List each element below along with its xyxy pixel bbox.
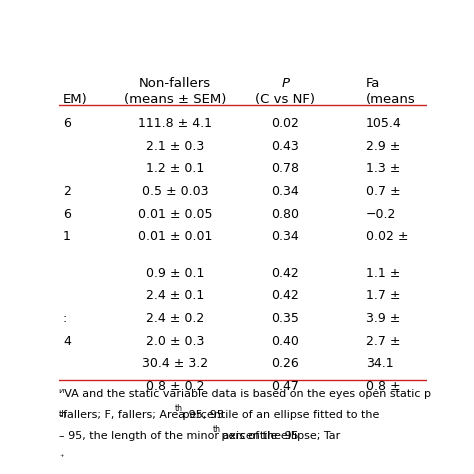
Text: 30.4 ± 3.2: 30.4 ± 3.2 — [142, 357, 208, 370]
Text: 1.3 ±: 1.3 ± — [366, 163, 401, 175]
Text: ⁺: ⁺ — [59, 453, 64, 462]
Text: -fallers; F, fallers; Area 95, 95: -fallers; F, fallers; Area 95, 95 — [59, 410, 224, 420]
Text: P: P — [281, 77, 289, 90]
Text: 0.78: 0.78 — [271, 163, 299, 175]
Text: 1.2 ± 0.1: 1.2 ± 0.1 — [146, 163, 204, 175]
Text: 0.80: 0.80 — [271, 208, 299, 220]
Text: 0.26: 0.26 — [271, 357, 299, 370]
Text: 0.5 ± 0.03: 0.5 ± 0.03 — [142, 185, 208, 198]
Text: 105.4: 105.4 — [366, 117, 402, 130]
Text: 0.01 ± 0.05: 0.01 ± 0.05 — [138, 208, 212, 220]
Text: th: th — [174, 404, 182, 412]
Text: 1.7 ±: 1.7 ± — [366, 289, 401, 302]
Text: – 95, the length of the minor axis of the 95: – 95, the length of the minor axis of th… — [59, 431, 299, 441]
Text: 2.4 ± 0.2: 2.4 ± 0.2 — [146, 312, 204, 325]
Text: 2: 2 — [63, 185, 71, 198]
Text: 3.9 ±: 3.9 ± — [366, 312, 401, 325]
Text: EM): EM) — [63, 93, 88, 106]
Text: 0.40: 0.40 — [271, 335, 299, 347]
Text: 0.8 ±: 0.8 ± — [366, 380, 401, 393]
Text: 1.1 ±: 1.1 ± — [366, 267, 401, 280]
Text: 111.8 ± 4.1: 111.8 ± 4.1 — [138, 117, 212, 130]
Text: 0.42: 0.42 — [271, 289, 299, 302]
Text: :: : — [63, 312, 67, 325]
Text: ᴻVA and the static variable data is based on the eyes open static p: ᴻVA and the static variable data is base… — [59, 389, 431, 399]
Text: Fa: Fa — [366, 77, 380, 90]
Text: 2.0 ± 0.3: 2.0 ± 0.3 — [146, 335, 204, 347]
Text: percentile ellipse; Tar: percentile ellipse; Tar — [218, 431, 340, 441]
Text: 0.02: 0.02 — [271, 117, 299, 130]
Text: 6: 6 — [63, 208, 71, 220]
Text: 2.7 ±: 2.7 ± — [366, 335, 401, 347]
Text: 34.1: 34.1 — [366, 357, 393, 370]
Text: 2.1 ± 0.3: 2.1 ± 0.3 — [146, 140, 204, 153]
Text: percentile of an ellipse fitted to the: percentile of an ellipse fitted to the — [179, 410, 380, 420]
Text: −0.2: −0.2 — [366, 208, 396, 220]
Text: 0.9 ± 0.1: 0.9 ± 0.1 — [146, 267, 204, 280]
Text: 0.34: 0.34 — [271, 185, 299, 198]
Text: th: th — [213, 425, 221, 434]
Text: 1: 1 — [63, 230, 71, 243]
Text: 0.7 ±: 0.7 ± — [366, 185, 401, 198]
Text: 6: 6 — [63, 117, 71, 130]
Text: 0.02 ±: 0.02 ± — [366, 230, 409, 243]
Text: 0.42: 0.42 — [271, 267, 299, 280]
Text: 2.4 ± 0.1: 2.4 ± 0.1 — [146, 289, 204, 302]
Text: 0.43: 0.43 — [271, 140, 299, 153]
Text: (means: (means — [366, 93, 416, 106]
Text: 4: 4 — [63, 335, 71, 347]
Text: 2.9 ±: 2.9 ± — [366, 140, 401, 153]
Text: (C vs NF): (C vs NF) — [255, 93, 315, 106]
Text: Non-fallers: Non-fallers — [139, 77, 211, 90]
Text: 0.47: 0.47 — [271, 380, 299, 393]
Text: 0.8 ± 0.2: 0.8 ± 0.2 — [146, 380, 204, 393]
Text: 0.35: 0.35 — [271, 312, 299, 325]
Text: (means ± SEM): (means ± SEM) — [124, 93, 226, 106]
Text: th: th — [59, 410, 68, 419]
Text: 0.34: 0.34 — [271, 230, 299, 243]
Text: 0.01 ± 0.01: 0.01 ± 0.01 — [138, 230, 212, 243]
